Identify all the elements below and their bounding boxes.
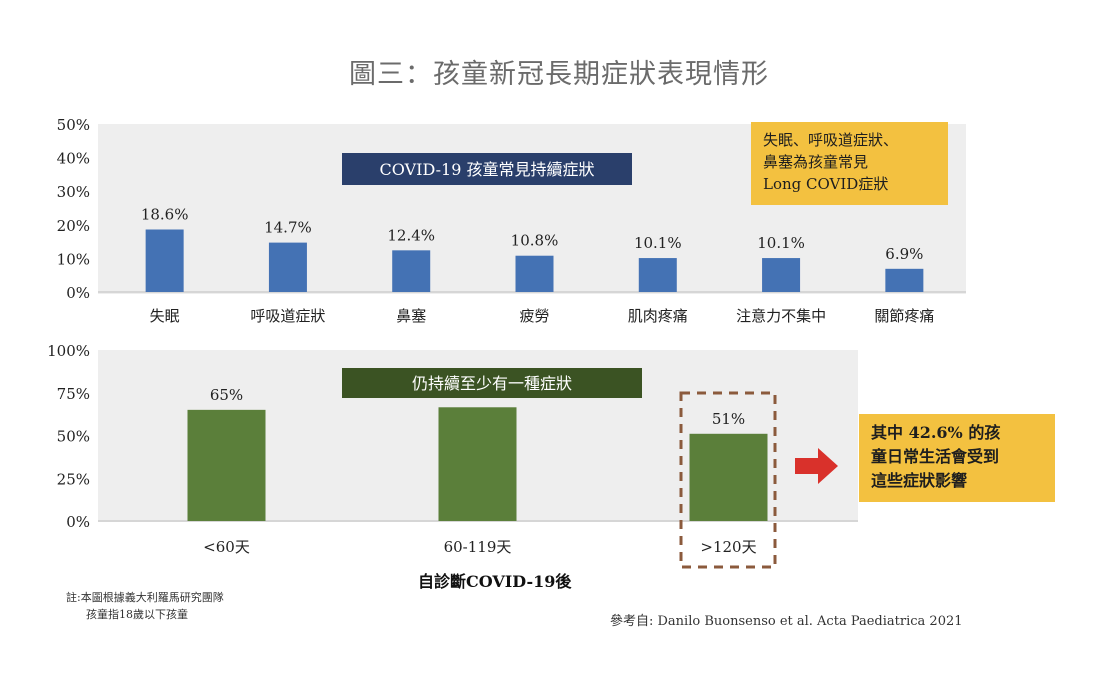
y-tick-label: 50%	[57, 116, 90, 134]
y-tick-label: 0%	[66, 513, 90, 531]
footnote-line: 孩童指18歲以下孩童	[86, 608, 188, 621]
bar	[515, 255, 554, 292]
y-tick-label: 10%	[57, 250, 90, 268]
bar	[145, 229, 184, 292]
top-panel-label-bg	[342, 153, 632, 185]
bottom-x-axis-title: 自診斷COVID-19後	[418, 572, 572, 591]
footnote: 註:本圖根據義大利羅馬研究團隊 孩童指18歲以下孩童	[66, 589, 224, 623]
source-citation: 參考自: Danilo Buonsenso et al. Acta Paedia…	[610, 614, 963, 629]
x-tick-label: 60-119天	[444, 538, 512, 556]
bar	[885, 268, 924, 292]
x-tick-label: 呼吸道症狀	[250, 307, 325, 325]
bar-value-label: 10.8%	[511, 232, 559, 250]
bar	[392, 250, 431, 292]
y-tick-label: 25%	[57, 470, 90, 488]
callout-right-line: 這些症狀影響	[871, 471, 968, 490]
y-tick-label: 0%	[66, 284, 90, 302]
bar	[187, 409, 266, 521]
y-tick-label: 75%	[57, 385, 90, 403]
bar	[689, 433, 768, 521]
bottom-panel-label-bg	[342, 368, 642, 398]
callout-top-line: Long COVID症狀	[763, 175, 889, 193]
bar	[638, 258, 677, 292]
bottom-panel-label: 仍持續至少有一種症狀	[412, 374, 572, 393]
x-tick-label: 鼻塞	[396, 307, 426, 325]
bar	[762, 258, 801, 292]
x-tick-label: 關節疼痛	[874, 307, 934, 325]
y-tick-label: 40%	[57, 150, 90, 168]
bar-value-label: 14.7%	[264, 219, 312, 237]
bar-value-label: 65%	[210, 386, 243, 404]
callout-top: 失眠、呼吸道症狀、 鼻塞為孩童常見 Long COVID症狀	[751, 122, 948, 205]
footnote-line: 註:本圖根據義大利羅馬研究團隊	[66, 591, 224, 604]
bar-value-label: 18.6%	[141, 206, 189, 224]
bar	[438, 407, 517, 521]
bar-value-label: 51%	[712, 410, 745, 428]
x-tick-label: 失眠	[150, 307, 180, 325]
y-tick-label: 30%	[57, 183, 90, 201]
x-tick-label: <60天	[203, 538, 250, 556]
x-tick-label: 肌肉疼痛	[628, 307, 688, 325]
bar-value-label: 6.9%	[885, 245, 923, 263]
top-panel-label: COVID-19 孩童常見持續症狀	[380, 160, 595, 179]
callout-right-line: 其中 42.6% 的孩	[871, 423, 1001, 442]
bar-value-label: 10.1%	[757, 234, 805, 252]
x-tick-label: 疲勞	[519, 307, 549, 325]
chart-title: 圖三：孩童新冠長期症狀表現情形	[349, 59, 769, 90]
callout-top-line: 失眠、呼吸道症狀、	[763, 131, 899, 149]
right-arrow-icon	[795, 448, 838, 484]
bar	[268, 242, 307, 292]
callout-right: 其中 42.6% 的孩 童日常生活會受到 這些症狀影響	[859, 414, 1055, 502]
callout-top-line: 鼻塞為孩童常見	[763, 153, 869, 171]
y-tick-label: 20%	[57, 217, 90, 235]
x-tick-label: 注意力不集中	[736, 307, 826, 325]
y-tick-label: 50%	[57, 428, 90, 446]
x-tick-label: >120天	[700, 538, 756, 556]
dashed-highlight-box	[679, 391, 777, 569]
callout-right-line: 童日常生活會受到	[871, 447, 1000, 466]
bar-value-label: 12.4%	[387, 226, 435, 244]
y-tick-label: 100%	[47, 342, 90, 360]
bar-value-label: 10.1%	[634, 234, 682, 252]
